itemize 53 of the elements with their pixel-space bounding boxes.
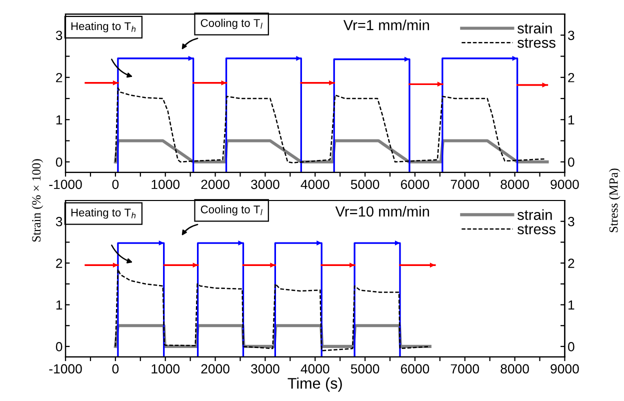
x-tick-label: 8000 — [500, 364, 529, 374]
annotation: Heating to T$_{h}$ — [71, 208, 136, 219]
chart-title: Vr=10 mm/min — [335, 206, 429, 217]
y2-tick-label: 1 — [568, 300, 574, 310]
x-tick-label: 3000 — [251, 364, 280, 374]
x-tick-label: 4000 — [300, 364, 330, 374]
legend-label: stress — [517, 224, 556, 234]
x-tick-label: 7000 — [450, 364, 480, 374]
x-axis-title: Time (s) — [288, 378, 342, 392]
annotation: Cooling to T$_{l}$ — [200, 18, 262, 30]
x-tick-label: 9000 — [550, 180, 579, 190]
y-tick-label: 0 — [56, 157, 62, 167]
x-tick-label: 3000 — [251, 180, 280, 190]
y2-tick-label: 3 — [568, 216, 574, 226]
y-axis-title: Strain (% × 100) — [32, 159, 44, 242]
y-tick-label: 2 — [56, 258, 62, 268]
x-tick-label: -1000 — [49, 180, 82, 190]
y-tick-label: 1 — [56, 115, 62, 124]
y-tick-label: 3 — [56, 216, 62, 226]
y-tick-label: 1 — [56, 300, 62, 310]
line-series — [114, 268, 431, 352]
x-tick-label: 6000 — [400, 180, 430, 190]
y2-tick-label: 0 — [568, 342, 574, 352]
y2-tick-label: 3 — [568, 30, 574, 40]
x-tick-label: 2000 — [201, 180, 230, 190]
x-tick-label: 9000 — [550, 364, 579, 374]
x-tick-label: 1000 — [152, 180, 180, 190]
x-tick-label: 6000 — [400, 364, 430, 374]
x-tick-label: 5000 — [350, 364, 380, 374]
y2-tick-label: 2 — [568, 72, 574, 82]
x-tick-label: -1000 — [49, 364, 82, 374]
legend-label: stress — [517, 38, 556, 48]
chart-title: Vr=1 mm/min — [343, 20, 429, 30]
annotation: Cooling to T$_{l}$ — [200, 205, 262, 216]
y-tick-label: 2 — [56, 72, 62, 82]
y2-tick-label: 1 — [568, 115, 574, 124]
x-tick-label: 5000 — [350, 180, 380, 190]
x-tick-label: 2000 — [201, 364, 230, 374]
y2-tick-label: 2 — [568, 258, 574, 268]
legend-label: strain — [517, 209, 552, 220]
legend-label: strain — [517, 22, 552, 34]
x-tick-label: 0 — [112, 180, 119, 190]
y-tick-label: 3 — [56, 30, 62, 40]
x-tick-label: 8000 — [500, 180, 529, 190]
x-tick-label: 7000 — [450, 180, 480, 190]
y-tick-label: 0 — [56, 342, 62, 352]
line-series — [114, 87, 546, 164]
x-tick-label: 0 — [112, 364, 119, 374]
x-tick-label: 1000 — [152, 364, 180, 374]
annotation: Heating to T$_{h}$ — [71, 22, 136, 32]
y2-axis-title: Stress (MPa) — [608, 168, 620, 232]
x-tick-label: 4000 — [300, 180, 330, 190]
y2-tick-label: 0 — [568, 157, 574, 167]
